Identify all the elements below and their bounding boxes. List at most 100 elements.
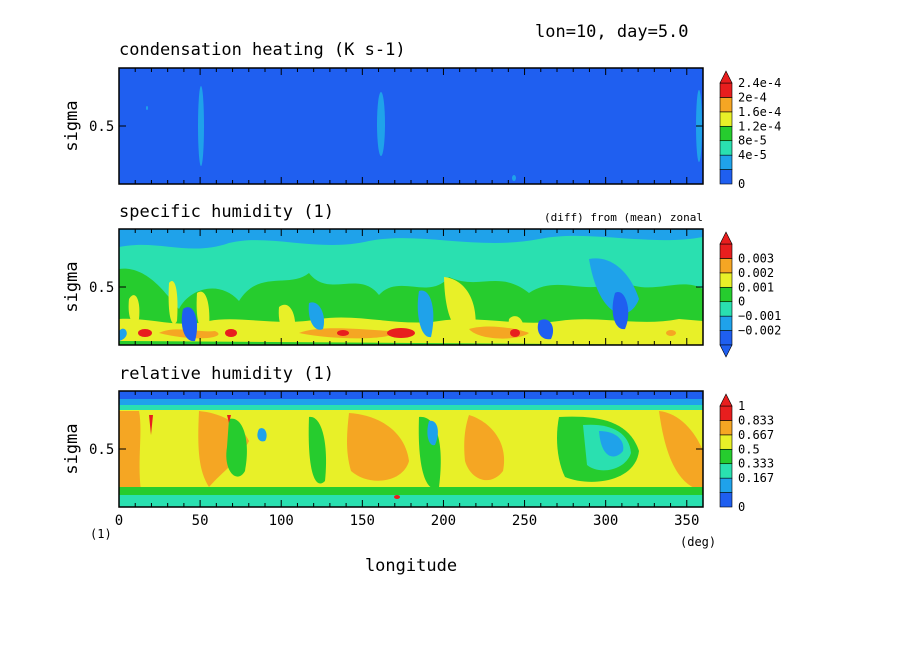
colorbar-tick-label: 0.002 bbox=[738, 266, 774, 280]
x-tick-label: 0 bbox=[115, 513, 123, 529]
panel-3-saturation-spot-b bbox=[227, 415, 231, 423]
panel-3-saturation-spot-c bbox=[394, 495, 400, 499]
colorbar-swatch bbox=[719, 477, 733, 493]
panel-1-heating-spot bbox=[512, 175, 516, 181]
colorbar-tick-label: −0.002 bbox=[738, 324, 781, 338]
panel-3-green-column-b bbox=[308, 416, 327, 484]
colorbar-swatch bbox=[719, 315, 733, 331]
colorbar-tick-label: 0.167 bbox=[738, 471, 774, 485]
panel-3-moist-column-c bbox=[347, 413, 409, 481]
panel-2-moist-anomaly-b bbox=[168, 280, 178, 324]
panel-3-green-column-a bbox=[226, 418, 248, 477]
colorbar-swatch bbox=[719, 463, 733, 479]
colorbar-swatch bbox=[719, 405, 733, 421]
colorbar-swatch bbox=[719, 125, 733, 142]
colorbar-swatch bbox=[719, 286, 733, 303]
panel-2-dry-anomaly-b bbox=[181, 307, 198, 342]
colorbar-swatch bbox=[719, 301, 733, 317]
colorbar-tick-label: 8e-5 bbox=[738, 134, 767, 148]
panel-1-heating-dot bbox=[146, 106, 148, 110]
x-axis-tick-labels: 0 50 100 150 200 250 300 350 bbox=[115, 513, 700, 529]
panel-2-upper-negative-band bbox=[119, 229, 703, 249]
colorbar-tick-label: 0.5 bbox=[738, 442, 760, 456]
colorbar-swatch bbox=[719, 82, 733, 98]
panel-2-moist-anomaly-a bbox=[128, 295, 140, 323]
colorbar-tick-label: 0 bbox=[738, 500, 745, 514]
panel-3-dry-patch-c bbox=[257, 428, 267, 442]
x-tick-label: 100 bbox=[269, 513, 294, 529]
panel-1-ylabel: sigma bbox=[62, 100, 82, 151]
panel-3-ylabel: sigma bbox=[62, 423, 82, 474]
colorbar-tick-label: 2e-4 bbox=[738, 90, 767, 104]
x-tick-label: 50 bbox=[192, 513, 209, 529]
panel-3-dry-patch-b bbox=[427, 420, 438, 446]
y-unit-label: (1) bbox=[90, 527, 112, 541]
panel-specific-humidity: specific humidity (1) (diff) from (mean)… bbox=[62, 202, 781, 358]
panel-2-red-spot-d bbox=[387, 328, 415, 338]
colorbar-swatch bbox=[719, 97, 733, 113]
panel-3-title: relative humidity (1) bbox=[119, 364, 334, 384]
colorbar-swatch bbox=[719, 111, 733, 127]
colorbar-swatch bbox=[719, 330, 733, 346]
colorbar-swatch bbox=[719, 243, 733, 259]
colorbar-extend-min-arrow bbox=[719, 344, 733, 358]
panel-2-dry-anomaly-e bbox=[537, 319, 554, 340]
panel-2-field bbox=[119, 229, 703, 345]
x-tick-label: 350 bbox=[674, 513, 699, 529]
x-unit-label: (deg) bbox=[680, 535, 716, 549]
colorbar-tick-label: 0 bbox=[738, 295, 745, 309]
colorbar-tick-label: 0.003 bbox=[738, 251, 774, 265]
panel-2-ticks bbox=[118, 229, 703, 345]
panel-3-moist-column-e bbox=[659, 411, 703, 491]
colorbar-swatch bbox=[719, 169, 733, 185]
x-tick-label: 300 bbox=[593, 513, 618, 529]
panel-1-background-field bbox=[119, 68, 703, 184]
colorbar-swatch bbox=[719, 420, 733, 436]
panel-2-red-spot-a bbox=[138, 329, 152, 337]
panel-1-title: condensation heating (K s-1) bbox=[119, 40, 406, 60]
panel-2-red-spot-e bbox=[510, 329, 520, 337]
panel-3-saturation-spot-a bbox=[149, 415, 153, 435]
colorbar-extend-max-arrow bbox=[719, 70, 733, 84]
panel-3-top-transition-band bbox=[119, 399, 703, 405]
panel-2-moist-anomaly-c bbox=[196, 291, 210, 331]
panel-3-ticks bbox=[118, 391, 703, 507]
colorbar-tick-label: 1.6e-4 bbox=[738, 105, 781, 119]
colorbar-swatch bbox=[719, 448, 733, 465]
colorbar-swatch bbox=[719, 492, 733, 508]
panel-3-dry-patch-a bbox=[599, 431, 624, 457]
colorbar-extend-max-arrow bbox=[719, 231, 733, 245]
panel-1-heating-column-160 bbox=[377, 92, 385, 156]
colorbar-tick-label: 0.667 bbox=[738, 428, 774, 442]
panel-2-dry-anomaly-d bbox=[417, 290, 434, 338]
panel-2-dry-anomaly-c bbox=[308, 302, 325, 330]
colorbar-tick-label: 2.4e-4 bbox=[738, 76, 781, 90]
x-axis-label: longitude bbox=[365, 556, 457, 576]
x-tick-label: 200 bbox=[431, 513, 456, 529]
x-tick-label: 150 bbox=[350, 513, 375, 529]
colorbar-extend-max-arrow bbox=[719, 393, 733, 407]
x-tick-label: 250 bbox=[512, 513, 537, 529]
panel-2-ylabel: sigma bbox=[62, 261, 82, 312]
colorbar-tick-label: 4e-5 bbox=[738, 148, 767, 162]
run-info-label: lon=10, day=5.0 bbox=[535, 22, 689, 42]
panel-2-dry-anomaly-f bbox=[589, 258, 639, 314]
panel-1-field bbox=[119, 68, 703, 184]
colorbar-tick-label: 0.833 bbox=[738, 413, 774, 427]
colorbar-tick-label: 0.333 bbox=[738, 457, 774, 471]
panel-1-colorbar: 2.4e-42e-41.6e-41.2e-48e-54e-5 0 bbox=[719, 70, 781, 191]
panel-2-red-spot-b bbox=[225, 329, 237, 337]
colorbar-swatch bbox=[719, 434, 733, 450]
panel-2-annotation: (diff) from (mean) zonal bbox=[544, 211, 703, 224]
panel-3-upper-band bbox=[119, 405, 703, 410]
panel-condensation-heating: condensation heating (K s-1) 0.5 sigma 2… bbox=[62, 40, 781, 191]
colorbar-swatch bbox=[719, 140, 733, 156]
panel-2-ytick-label: 0.5 bbox=[89, 280, 114, 296]
panel-2-dry-anomaly-a bbox=[119, 328, 127, 341]
colorbar-tick-label: 1 bbox=[738, 399, 745, 413]
colorbar-tick-label: −0.001 bbox=[738, 309, 781, 323]
panel-3-moist-column-d bbox=[464, 415, 505, 481]
